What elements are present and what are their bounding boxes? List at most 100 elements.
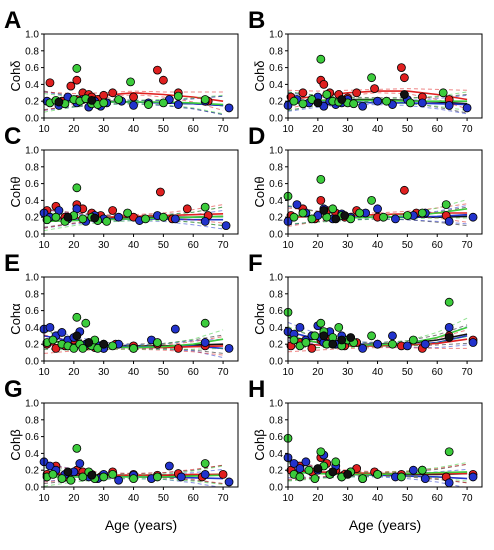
data-point-green bbox=[355, 208, 365, 218]
data-point-green bbox=[72, 183, 82, 193]
x-tick-label: 40 bbox=[128, 240, 140, 251]
y-tick-label: 1.0 bbox=[25, 273, 39, 284]
y-tick-label: 0.2 bbox=[269, 97, 283, 108]
y-tick-label: 0.4 bbox=[269, 449, 283, 460]
y-tick-label: 0.6 bbox=[25, 432, 39, 443]
plot-frame bbox=[43, 33, 239, 119]
data-point-green bbox=[367, 331, 376, 341]
x-tick-label: 30 bbox=[98, 493, 110, 504]
x-axis-label-left: Age (years) bbox=[105, 517, 177, 533]
x-tick-label: 30 bbox=[98, 124, 110, 135]
panel-letter: H bbox=[248, 376, 265, 403]
data-point-blue bbox=[417, 98, 427, 108]
panel-letter: F bbox=[248, 250, 263, 277]
data-point-green bbox=[173, 91, 183, 101]
x-tick-label: 10 bbox=[38, 493, 50, 504]
data-point-green bbox=[200, 318, 210, 328]
x-tick-label: 40 bbox=[128, 124, 140, 135]
y-tick-label: 0.4 bbox=[269, 80, 283, 91]
data-point-green bbox=[301, 338, 311, 347]
data-point-black bbox=[346, 333, 356, 342]
data-point-green bbox=[373, 469, 382, 479]
x-tick-label: 10 bbox=[38, 124, 50, 135]
data-point-blue bbox=[408, 465, 418, 475]
y-tick-label: 0.0 bbox=[269, 483, 283, 494]
data-point-blue bbox=[114, 475, 124, 485]
panel-letter: D bbox=[248, 123, 265, 150]
data-point-black bbox=[63, 467, 73, 477]
data-point-red bbox=[155, 187, 165, 197]
data-point-black bbox=[319, 331, 329, 341]
confidence-band-upper-red bbox=[44, 90, 224, 95]
data-point-blue bbox=[224, 103, 234, 113]
data-point-green bbox=[42, 215, 52, 225]
y-tick-label: 0.8 bbox=[25, 46, 39, 57]
confidence-band-upper-red bbox=[288, 88, 468, 92]
data-point-blue bbox=[295, 464, 305, 473]
data-point-blue bbox=[289, 459, 299, 468]
data-point-red bbox=[352, 88, 362, 98]
x-tick-label: 20 bbox=[312, 240, 324, 251]
data-point-green bbox=[78, 472, 88, 482]
x-tick-label: 50 bbox=[402, 493, 414, 504]
y-axis-label: Cohδ bbox=[252, 60, 267, 91]
y-axis-label: Cohα bbox=[252, 303, 267, 335]
data-point-green bbox=[57, 474, 67, 484]
x-tick-label: 60 bbox=[188, 124, 200, 135]
x-tick-label: 20 bbox=[68, 367, 80, 378]
y-tick-label: 0.4 bbox=[25, 323, 39, 334]
data-point-blue bbox=[444, 101, 454, 110]
data-point-black bbox=[319, 206, 329, 215]
data-point-green bbox=[322, 90, 332, 99]
x-tick-label: 20 bbox=[312, 124, 324, 135]
data-point-red bbox=[66, 81, 76, 91]
data-point-blue bbox=[373, 96, 382, 106]
data-point-black bbox=[90, 213, 100, 223]
x-tick-label: 70 bbox=[462, 124, 474, 135]
data-point-blue bbox=[358, 101, 368, 111]
data-point-blue bbox=[301, 457, 311, 467]
data-point-green bbox=[316, 447, 326, 457]
data-point-black bbox=[84, 338, 94, 347]
data-point-blue bbox=[200, 338, 210, 347]
data-point-red bbox=[99, 90, 109, 100]
data-point-green bbox=[331, 457, 341, 467]
y-tick-label: 0.2 bbox=[269, 340, 283, 351]
data-point-red bbox=[370, 84, 379, 93]
x-tick-label: 50 bbox=[158, 124, 170, 135]
data-point-blue bbox=[173, 100, 183, 109]
data-point-blue bbox=[57, 328, 67, 337]
plot-frame bbox=[287, 33, 483, 119]
data-point-blue bbox=[114, 212, 124, 222]
data-point-green bbox=[388, 339, 397, 349]
x-tick-label: 20 bbox=[68, 240, 80, 251]
data-point-blue bbox=[420, 474, 430, 484]
data-point-green bbox=[402, 211, 412, 220]
data-point-black bbox=[328, 339, 338, 349]
data-point-green bbox=[72, 443, 82, 453]
data-point-blue bbox=[45, 461, 55, 471]
x-tick-label: 40 bbox=[372, 493, 384, 504]
confidence-band-lower-green bbox=[44, 220, 224, 232]
x-tick-label: 50 bbox=[158, 240, 170, 251]
y-tick-label: 0.6 bbox=[25, 63, 39, 74]
y-tick-label: 0.8 bbox=[269, 289, 283, 300]
y-tick-label: 0.0 bbox=[25, 114, 39, 125]
data-point-black bbox=[63, 212, 73, 222]
data-point-black bbox=[340, 211, 350, 220]
data-point-black bbox=[331, 214, 341, 224]
data-point-red bbox=[153, 65, 162, 75]
data-point-blue bbox=[129, 101, 138, 110]
plot-frame bbox=[287, 276, 483, 362]
data-point-blue bbox=[373, 204, 382, 214]
data-point-black bbox=[337, 335, 347, 345]
x-tick-label: 40 bbox=[372, 367, 384, 378]
data-point-blue bbox=[462, 103, 472, 113]
plot-frame bbox=[287, 149, 483, 235]
data-point-green bbox=[129, 474, 138, 484]
data-point-red bbox=[218, 469, 228, 479]
data-point-green bbox=[310, 474, 320, 484]
data-point-red bbox=[298, 88, 308, 98]
y-tick-label: 0.8 bbox=[269, 415, 283, 426]
